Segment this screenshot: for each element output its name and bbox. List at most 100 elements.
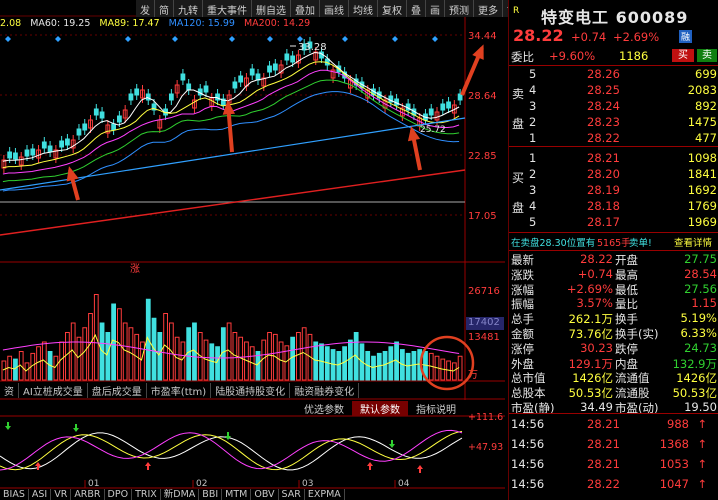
stat-value: 5.19% — [680, 311, 717, 326]
stat-row: 涨跌 +0.74 最高 28.54 — [509, 267, 718, 282]
level-volume: 1769 — [687, 199, 717, 213]
volume-bar — [388, 346, 394, 381]
volume-bar — [411, 351, 417, 381]
stat-label: 换手(实) — [615, 327, 659, 341]
buy-level-2[interactable]: 2 28.20 1841 — [509, 167, 718, 182]
bottom-tab-mtm[interactable]: MTM — [222, 489, 252, 500]
volume-bar — [70, 322, 76, 381]
bottom-tab-sar[interactable]: SAR — [279, 489, 305, 500]
bottom-tab-bbi[interactable]: BBI — [199, 489, 223, 500]
param-tab-0[interactable]: 优选参数 — [304, 405, 344, 416]
level-volume: 477 — [695, 131, 717, 145]
buy-level-5[interactable]: 5 28.17 1969 — [509, 215, 718, 230]
event-marker-icon[interactable] — [432, 36, 438, 42]
event-marker-icon[interactable] — [342, 36, 348, 42]
indicator-tab-3[interactable]: 市盈率(ttm) — [147, 383, 212, 398]
indicator-tab-2[interactable]: 盘后成交量 — [88, 383, 147, 398]
toolbar-button-8[interactable]: 复权 — [378, 0, 407, 17]
toolbar-button-11[interactable]: 预测 — [445, 0, 474, 17]
bottom-tab-dpo[interactable]: DPO — [105, 489, 133, 500]
buy-level-1[interactable]: 1 28.21 1098 — [509, 151, 718, 166]
toolbar-button-1[interactable]: 简 — [155, 0, 174, 17]
param-tabs: 优选参数 默认参数 指标说明 — [296, 401, 464, 416]
tick-volume: 1368 — [659, 437, 689, 451]
sell-signal-icon — [5, 422, 11, 430]
stat-value: 27.56 — [684, 281, 717, 296]
bottom-tab-asi[interactable]: ASI — [29, 489, 52, 500]
param-tab-1[interactable]: 默认参数 — [352, 401, 408, 416]
volume-axis-label: 13481 — [468, 332, 500, 343]
kline-chart[interactable]: 34.4428.6422.8517.0533.2825.722671617402… — [0, 0, 505, 500]
candle-body — [446, 101, 451, 109]
quote-header: R 特变电工 600089 — [509, 4, 718, 27]
toolbar-button-10[interactable]: 画 — [426, 0, 445, 17]
buy-button[interactable]: 买 — [672, 49, 694, 62]
bottom-tab-obv[interactable]: OBV — [251, 489, 279, 500]
sell-button[interactable]: 卖 — [697, 49, 717, 62]
toolbar-button-2[interactable]: 九转 — [174, 0, 203, 17]
sell-level-4[interactable]: 4 28.25 2083 — [509, 83, 718, 98]
buy-level-3[interactable]: 3 28.19 1692 — [509, 183, 718, 198]
toolbar-button-5[interactable]: 叠加 — [291, 0, 320, 17]
candle-body — [18, 156, 24, 166]
buy-label-top: 买 — [512, 171, 525, 185]
level-price: 28.26 — [587, 67, 620, 81]
bottom-tab-trix[interactable]: TRIX — [132, 489, 161, 500]
stat-row: 最新 28.22 开盘 27.75 — [509, 252, 718, 267]
kline-chart-area[interactable]: 34.4428.6422.8517.0533.2825.722671617402… — [0, 0, 537, 500]
candle-body — [261, 77, 267, 87]
indicator-tab-1[interactable]: AI立桩成交量 — [19, 383, 88, 398]
bottom-tab-arbr[interactable]: ARBR — [71, 489, 105, 500]
sell-level-3[interactable]: 3 28.24 892 — [509, 99, 718, 114]
candle-body — [307, 41, 313, 49]
level-price: 28.23 — [587, 115, 620, 129]
sell-level-5[interactable]: 5 28.26 699 — [509, 67, 718, 82]
toolbar-button-4[interactable]: 删自选 — [252, 0, 291, 17]
indicator-tab-4[interactable]: 陆股通持股变化 — [211, 383, 291, 398]
stat-value: 1426亿 — [572, 371, 613, 386]
bottom-tab-bias[interactable]: BIAS — [0, 489, 29, 500]
event-marker-icon[interactable] — [267, 36, 273, 42]
volume-bar — [382, 351, 388, 381]
candle-body — [1, 159, 7, 169]
param-tab-2[interactable]: 指标说明 — [416, 405, 456, 416]
toolbar-button-3[interactable]: 重大事件 — [203, 0, 252, 17]
view-detail-link[interactable]: 查看详情 — [674, 238, 713, 249]
candle-body — [105, 124, 111, 134]
sell-level-2[interactable]: 2 28.23 1475 — [509, 115, 718, 130]
bottom-tab-新dma[interactable]: 新DMA — [161, 489, 200, 500]
tick-arrow-icon: ↑ — [697, 417, 707, 431]
event-marker-icon[interactable] — [229, 36, 235, 42]
sell-level-1[interactable]: 1 28.22 477 — [509, 131, 718, 146]
bottom-tab-expma[interactable]: EXPMA — [305, 489, 345, 500]
toolbar-button-7[interactable]: 均线 — [349, 0, 378, 17]
indicator-axis-label: +47.93 — [468, 442, 503, 453]
toolbar-button-6[interactable]: 画线 — [320, 0, 349, 17]
bottom-tab-vr[interactable]: VR — [51, 489, 72, 500]
volume-bar — [313, 341, 319, 381]
toolbar-button-0[interactable]: 发 — [136, 0, 155, 17]
event-marker-icon[interactable] — [297, 36, 303, 42]
toolbar-button-9[interactable]: 叠 — [407, 0, 426, 17]
event-marker-icon[interactable] — [55, 36, 61, 42]
stat-value: 129.1万 — [568, 356, 613, 371]
volume-bar — [157, 332, 163, 381]
toolbar-button-12[interactable]: 更多 — [474, 0, 503, 17]
stat-label: 换手 — [615, 312, 638, 327]
event-marker-icon[interactable] — [125, 36, 131, 42]
buy-level-4[interactable]: 4 28.18 1769 — [509, 199, 718, 214]
event-marker-icon[interactable] — [392, 36, 398, 42]
candle-body — [203, 85, 209, 93]
candle-body — [13, 152, 18, 160]
margin-tag: 融 — [679, 30, 693, 43]
current-price: 28.22 — [513, 26, 564, 45]
indicator-tab-0[interactable]: 资 — [0, 383, 19, 398]
stat-value: +0.74 — [577, 266, 613, 281]
event-marker-icon[interactable] — [172, 36, 178, 42]
event-marker-icon[interactable] — [5, 36, 11, 42]
ma89-value: MA89: 17.47 — [99, 18, 160, 29]
tick-price: 28.21 — [587, 437, 620, 451]
stat-value: 73.76亿 — [568, 327, 613, 341]
stat-label: 量比 — [615, 297, 638, 312]
indicator-tab-5[interactable]: 融资融券变化 — [290, 383, 360, 398]
